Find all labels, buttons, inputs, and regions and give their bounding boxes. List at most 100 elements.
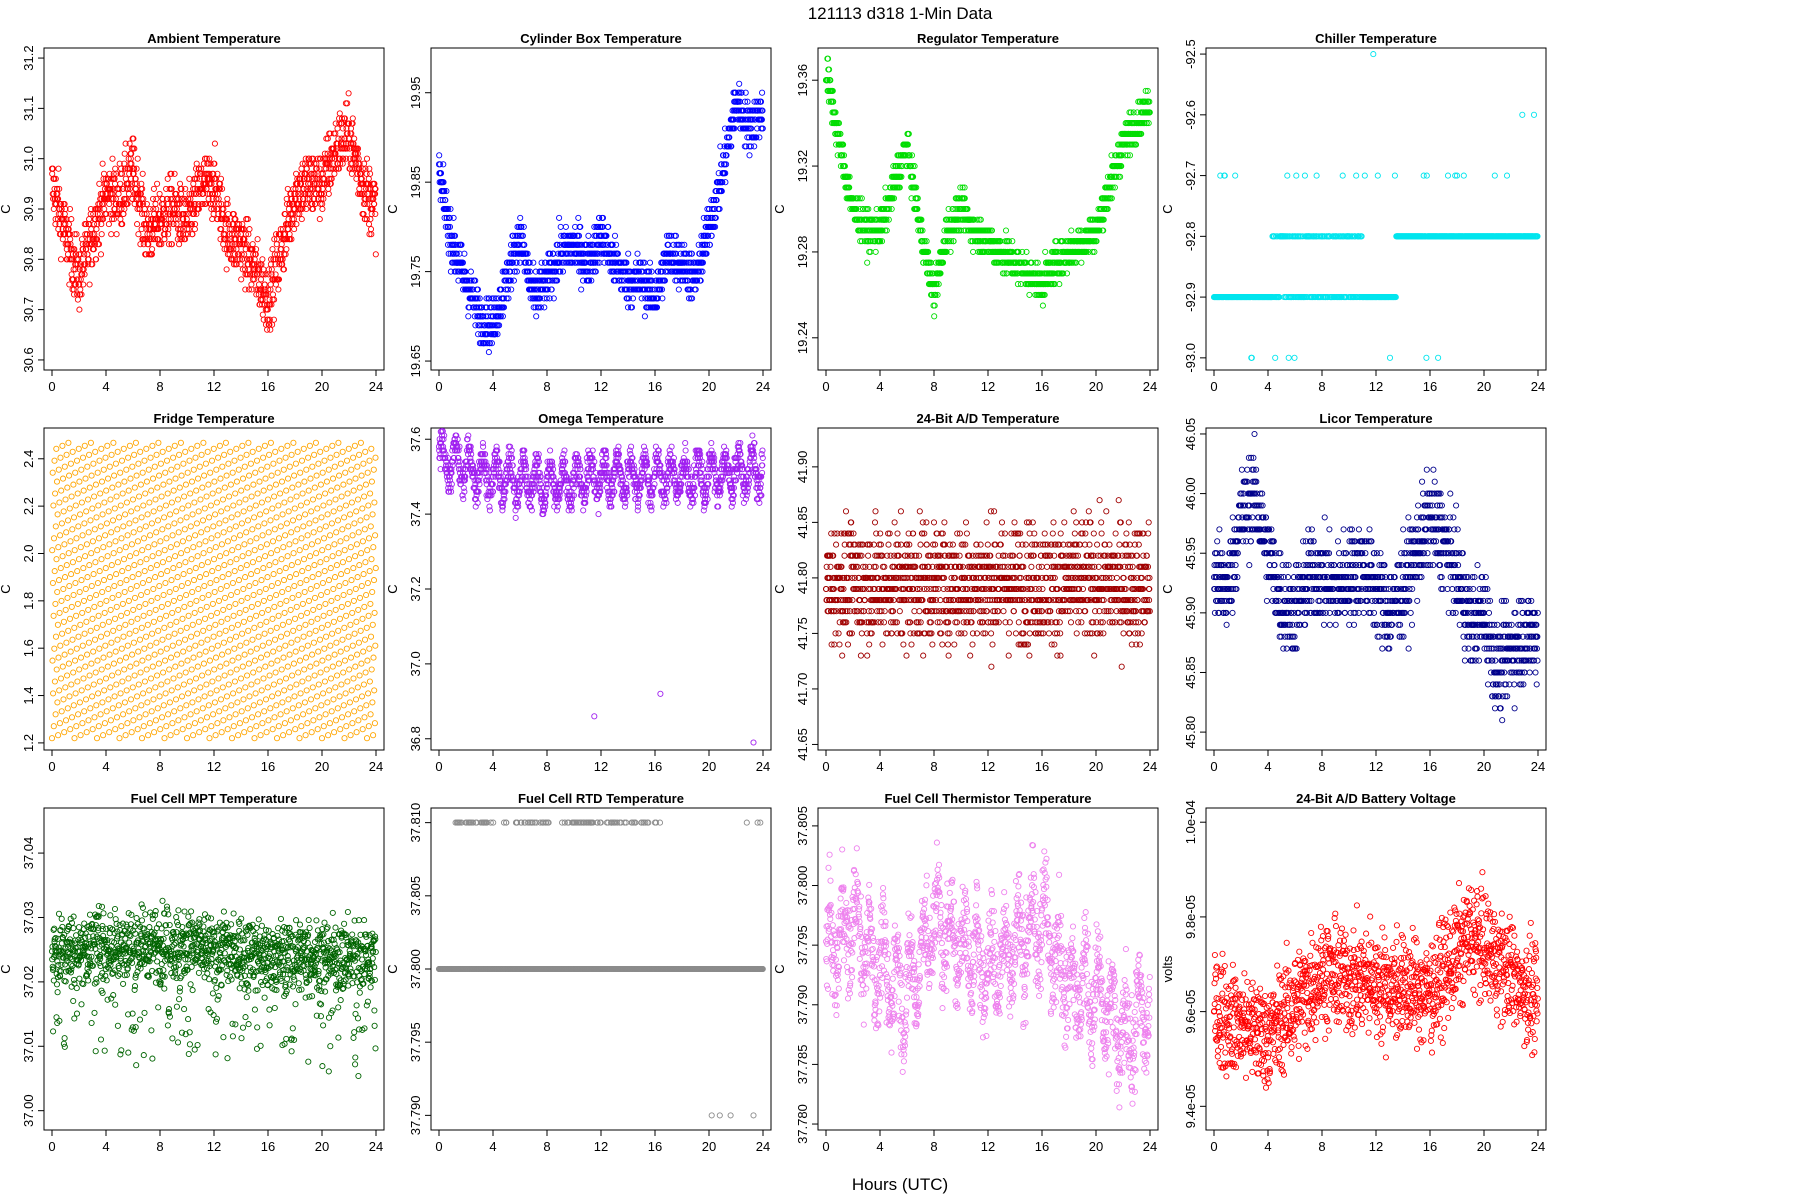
panel-title: Regulator Temperature (917, 31, 1059, 46)
data-point (345, 90, 352, 97)
data-point (578, 286, 585, 293)
y-tick-label: -93.0 (1183, 343, 1198, 373)
data-point (59, 236, 66, 243)
data-point (220, 241, 227, 248)
data-point (265, 266, 272, 273)
data-point (291, 226, 298, 233)
y-tick-label: 19.32 (795, 150, 810, 183)
data-point (335, 135, 342, 142)
data-point (293, 170, 300, 177)
data-point (233, 246, 240, 253)
data-point (255, 281, 263, 288)
data-point (158, 241, 165, 248)
data-point (325, 185, 332, 192)
data-point (119, 221, 126, 228)
data-point (81, 271, 88, 278)
x-tick-label: 0 (1210, 379, 1217, 394)
data-point (283, 246, 290, 253)
data-point (366, 165, 373, 172)
data-point (363, 155, 371, 162)
data-point (343, 155, 350, 162)
data-point (56, 221, 63, 228)
y-tick-label: 19.28 (795, 236, 810, 269)
y-tick-label: 19.24 (795, 322, 810, 355)
data-point (340, 155, 347, 162)
point-group (822, 55, 1153, 320)
plot-frame (430, 47, 772, 371)
x-tick-label: 20 (315, 379, 329, 394)
data-point (68, 271, 75, 278)
data-point (365, 221, 373, 228)
data-point (99, 160, 106, 167)
data-point (131, 145, 138, 152)
data-point (112, 165, 119, 172)
x-tick-label: 16 (261, 379, 275, 394)
data-point (139, 185, 146, 192)
data-point (261, 281, 268, 288)
data-point (1232, 172, 1239, 179)
data-point (189, 231, 196, 238)
data-point (336, 120, 343, 127)
data-point (372, 210, 379, 218)
data-point (199, 200, 206, 208)
data-point (105, 221, 112, 228)
data-point (152, 236, 159, 243)
x-tick-label: 20 (702, 379, 716, 394)
data-point (78, 291, 85, 298)
data-point (77, 286, 84, 293)
data-point (272, 281, 279, 288)
data-point (243, 241, 250, 248)
data-point (82, 261, 89, 268)
data-point (331, 170, 338, 177)
data-point (50, 205, 57, 213)
data-point (275, 276, 283, 283)
y-axis-label: C (0, 204, 13, 213)
data-point (168, 241, 175, 248)
y-tick-label: 31.0 (21, 146, 36, 171)
data-point (109, 155, 116, 162)
panel-ambient: Ambient TemperatureC0481216202430.630.73… (0, 31, 385, 394)
data-point (872, 248, 879, 255)
data-point (84, 251, 91, 258)
data-point (156, 190, 163, 197)
y-tick-label: 19.85 (408, 166, 423, 199)
panel-title: Cylinder Box Temperature (520, 31, 682, 46)
data-point (339, 125, 346, 132)
data-point (314, 155, 321, 162)
data-point (1374, 172, 1381, 179)
data-point (150, 236, 157, 243)
data-point (176, 241, 183, 248)
data-point (66, 281, 73, 288)
data-point (117, 180, 124, 187)
data-point (164, 175, 171, 182)
data-point (247, 271, 254, 278)
data-point (341, 115, 348, 122)
data-point (290, 216, 297, 223)
data-point (106, 200, 113, 208)
data-point (556, 214, 563, 221)
data-point (74, 296, 81, 303)
data-point (113, 231, 120, 238)
data-point (239, 221, 246, 228)
data-point (76, 306, 83, 313)
data-point (121, 150, 128, 157)
data-point (675, 286, 682, 293)
data-point (611, 232, 619, 239)
data-point (133, 180, 140, 187)
figure-xlabel: Hours (UTC) (852, 1175, 948, 1194)
x-tick-label: 24 (1531, 379, 1545, 394)
data-point (211, 140, 218, 147)
data-point (1291, 354, 1298, 361)
data-point (242, 231, 249, 238)
data-point (461, 250, 468, 257)
data-point (173, 221, 180, 228)
data-point (273, 241, 280, 248)
x-tick-label: 4 (876, 379, 883, 394)
data-point (55, 165, 62, 172)
data-point (309, 205, 317, 213)
data-point (1391, 172, 1398, 179)
data-point (557, 223, 564, 230)
